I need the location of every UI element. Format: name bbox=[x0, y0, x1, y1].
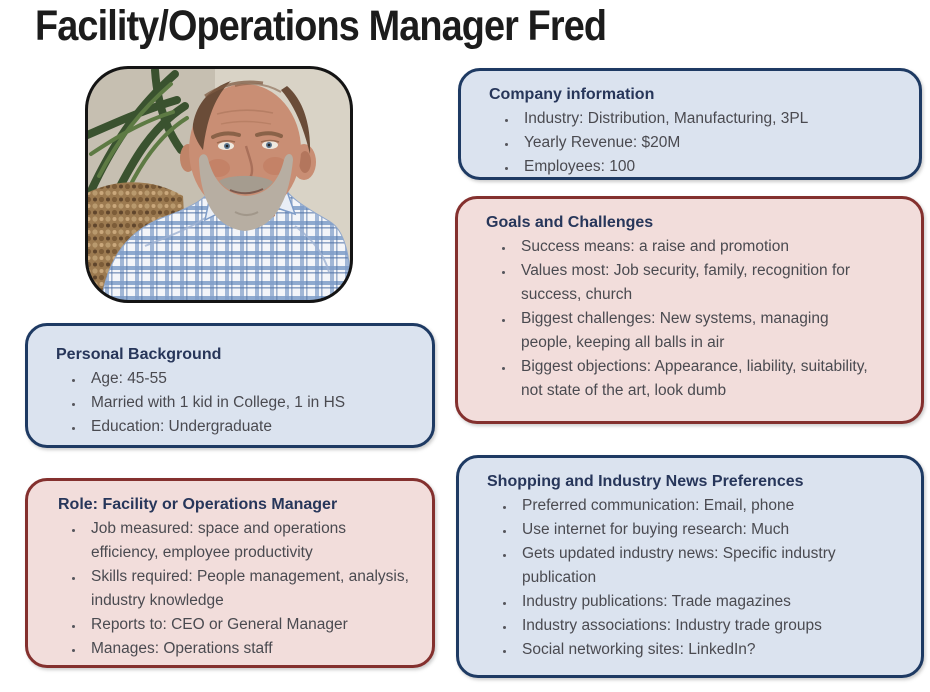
bullet-item: Employees: 100 bbox=[518, 155, 901, 179]
bullet-item: Values most: Job security, family, recog… bbox=[515, 259, 875, 307]
bullet-item: Preferred communication: Email, phone bbox=[516, 494, 903, 518]
role-box: Role: Facility or Operations Manager Job… bbox=[25, 478, 435, 668]
bullet-item: Gets updated industry news: Specific ind… bbox=[516, 542, 903, 590]
company-info-list: Industry: Distribution, Manufacturing, 3… bbox=[461, 107, 919, 179]
bullet-item: Married with 1 kid in College, 1 in HS bbox=[85, 391, 414, 415]
goals-challenges-heading: Goals and Challenges bbox=[486, 214, 654, 231]
bullet-item: Manages: Operations staff bbox=[85, 637, 414, 661]
bullet-item: Success means: a raise and promotion bbox=[515, 235, 875, 259]
bullet-item: Industry publications: Trade magazines bbox=[516, 590, 903, 614]
portrait-photo bbox=[85, 66, 353, 303]
bullet-item: Job measured: space and operations effic… bbox=[85, 517, 414, 565]
bullet-item: Age: 45-55 bbox=[85, 367, 414, 391]
bullet-item: Industry associations: Industry trade gr… bbox=[516, 614, 903, 638]
portrait-illustration bbox=[85, 66, 353, 303]
bullet-item: Reports to: CEO or General Manager bbox=[85, 613, 414, 637]
goals-challenges-box: Goals and Challenges Success means: a ra… bbox=[455, 196, 924, 424]
company-info-heading: Company information bbox=[489, 86, 655, 103]
shopping-preferences-list: Preferred communication: Email, phoneUse… bbox=[459, 494, 921, 662]
bullet-item: Industry: Distribution, Manufacturing, 3… bbox=[518, 107, 901, 131]
bullet-item: Education: Undergraduate bbox=[85, 415, 414, 439]
personal-background-list: Age: 45-55Married with 1 kid in College,… bbox=[28, 367, 432, 439]
role-heading: Role: Facility or Operations Manager bbox=[58, 496, 338, 513]
role-list: Job measured: space and operations effic… bbox=[28, 517, 432, 661]
company-info-box: Company information Industry: Distributi… bbox=[458, 68, 922, 180]
bullet-item: Skills required: People management, anal… bbox=[85, 565, 414, 613]
page-title: Facility/Operations Manager Fred bbox=[35, 2, 607, 50]
goals-challenges-list: Success means: a raise and promotionValu… bbox=[458, 235, 921, 403]
shopping-preferences-heading: Shopping and Industry News Preferences bbox=[487, 473, 804, 490]
bullet-item: Biggest challenges: New systems, managin… bbox=[515, 307, 875, 355]
bullet-item: Social networking sites: LinkedIn? bbox=[516, 638, 903, 662]
shopping-preferences-box: Shopping and Industry News Preferences P… bbox=[456, 455, 924, 678]
bullet-item: Biggest objections: Appearance, liabilit… bbox=[515, 355, 875, 403]
bullet-item: Use internet for buying research: Much bbox=[516, 518, 903, 542]
personal-background-heading: Personal Background bbox=[56, 346, 222, 363]
personal-background-box: Personal Background Age: 45-55Married wi… bbox=[25, 323, 435, 448]
bullet-item: Yearly Revenue: $20M bbox=[518, 131, 901, 155]
